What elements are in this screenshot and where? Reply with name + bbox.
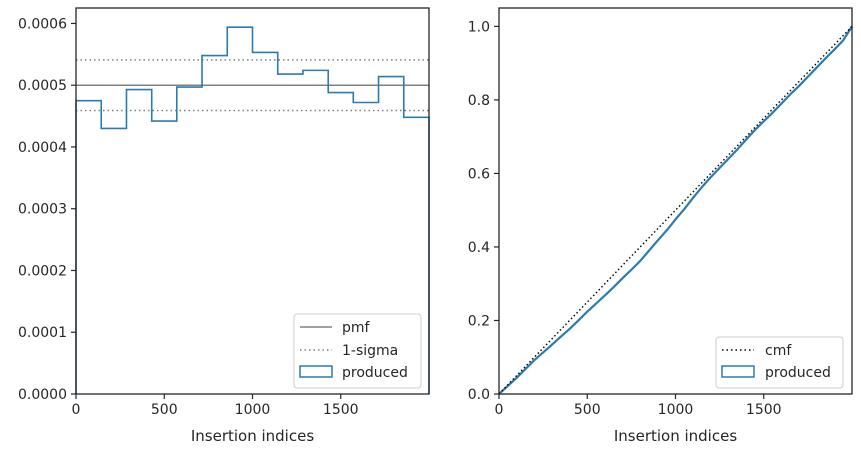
hist-ytick-label: 0.0001 [18,325,67,341]
hist-ytick-label: 0.0002 [18,263,67,279]
legend-produced-swatch [299,365,333,378]
cumulative-legend-box [715,336,844,389]
legend-pmf-label: pmf [342,320,371,336]
legend-sigma-label: 1-sigma [342,343,398,359]
cumulative-series [498,25,853,395]
hist-xtick-label: 0 [72,402,81,418]
cum-ytick-label: 0.4 [468,240,490,256]
hist-ytick-label: 0.0004 [18,140,67,156]
produced-cumulative-line [498,25,853,395]
cumulative-xlabel: Insertion indices [614,427,737,445]
histogram-legend: pmf 1-sigma produced [293,313,422,389]
cum-ytick-label: 0.8 [468,93,490,109]
cumulative-legend: cmf produced [715,336,844,389]
cmf-line [498,25,853,395]
cum-xtick-label: 500 [574,402,601,418]
hist-xtick-label: 500 [151,402,178,418]
cum-ytick-label: 1.0 [468,19,490,35]
hist-xtick-label: 1000 [235,402,271,418]
legend-produced-label: produced [342,365,408,381]
legend-cmf-label: cmf [765,343,792,359]
hist-ytick-label: 0.0003 [18,202,67,218]
cum-xtick-label: 1000 [658,402,694,418]
reference-lines [76,59,429,112]
hist-ytick-label: 0.0005 [18,78,67,94]
histogram-panel: 0 500 1000 1500 0.0000 0.0001 0.0002 0.0003 0.00… [18,7,430,445]
cumulative-ticks: 0 500 1000 1500 0.0 0.2 0.4 0.6 0.8 1.0 [468,19,782,418]
histogram-xlabel: Insertion indices [191,427,314,445]
legend-produced-label-2: produced [765,365,831,381]
hist-xtick-label: 1500 [323,402,359,418]
cum-ytick-label: 0.0 [468,387,490,403]
histogram-ticks: 0 500 1000 1500 0.0000 0.0001 0.0002 0.0003 0.00… [18,16,359,418]
cumulative-panel: 0 500 1000 1500 0.0 0.2 0.4 0.6 0.8 1.0 Insertion… [468,7,853,445]
legend-produced-swatch-2 [721,365,755,378]
cum-ytick-label: 0.2 [468,313,490,329]
cum-xtick-label: 0 [495,402,504,418]
hist-ytick-label: 0.0000 [18,387,67,403]
produced-histogram [75,26,430,394]
cumulative-frame [498,7,853,395]
histogram-legend-box [293,313,422,389]
cum-ytick-label: 0.6 [468,166,490,182]
hist-ytick-label: 0.0006 [18,16,67,32]
cum-xtick-label: 1500 [746,402,782,418]
produced-step-line [75,26,430,394]
